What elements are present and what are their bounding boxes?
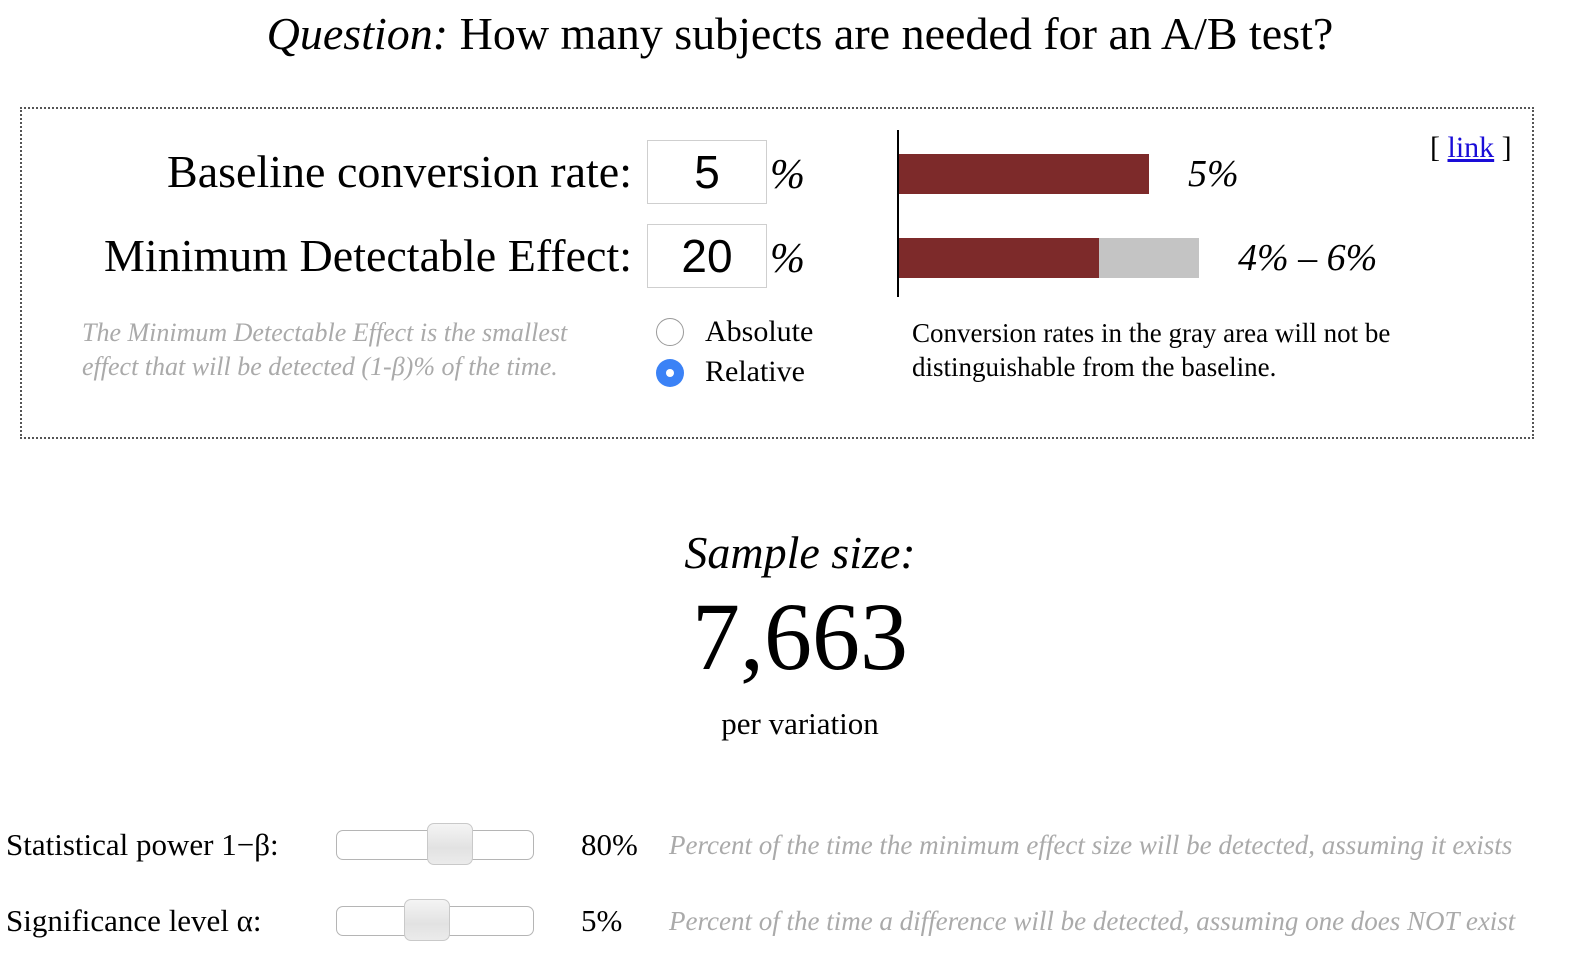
radio-relative-label[interactable]: Relative (705, 355, 805, 388)
page-title: Question: How many subjects are needed f… (0, 6, 1570, 62)
radio-relative[interactable] (656, 359, 684, 387)
gray-area-note: Conversion rates in the gray area will n… (912, 316, 1390, 384)
question-text: How many subjects are needed for an A/B … (448, 8, 1334, 59)
significance-description: Percent of the time a difference will be… (669, 906, 1516, 936)
permalink[interactable]: link (1447, 131, 1495, 164)
calculator-panel (20, 107, 1534, 439)
gray-note-line-2: distinguishable from the baseline. (912, 352, 1277, 382)
power-slider-thumb[interactable] (427, 823, 473, 865)
radio-absolute[interactable] (656, 318, 684, 346)
significance-value: 5% (581, 903, 623, 938)
power-description: Percent of the time the minimum effect s… (669, 830, 1513, 860)
mde-note-line-2: effect that will be detected (1-β)% of t… (82, 352, 558, 381)
per-variation-label: per variation (721, 706, 879, 741)
power-label: Statistical power 1−β: (6, 827, 279, 862)
mde-unit: % (770, 236, 805, 282)
baseline-bar (899, 154, 1149, 194)
baseline-label: Baseline conversion rate: (167, 146, 632, 197)
indistinguishable-range-bar (1099, 238, 1199, 278)
baseline-input[interactable] (647, 140, 767, 204)
sample-size-label: Sample size: (684, 527, 916, 578)
mde-note: The Minimum Detectable Effect is the sma… (82, 316, 567, 384)
bar-axis (897, 130, 899, 297)
significance-slider-thumb[interactable] (404, 899, 450, 941)
mde-label: Minimum Detectable Effect: (104, 230, 632, 281)
baseline-unit: % (770, 152, 805, 198)
range-low-bar (899, 238, 1099, 278)
link-wrapper: [ link ] (1430, 130, 1512, 166)
mde-input[interactable] (647, 224, 767, 288)
gray-note-line-1: Conversion rates in the gray area will n… (912, 318, 1391, 348)
mde-note-line-1: The Minimum Detectable Effect is the sma… (82, 318, 568, 347)
radio-absolute-label[interactable]: Absolute (705, 315, 814, 348)
power-value: 80% (581, 827, 638, 862)
baseline-bar-label: 5% (1188, 153, 1239, 195)
question-prefix: Question: (266, 8, 449, 59)
link-bracket-close: ] (1501, 131, 1512, 164)
link-bracket-open: [ (1430, 131, 1440, 164)
sample-size-value: 7,663 (692, 583, 908, 690)
range-bar-label: 4% – 6% (1238, 237, 1378, 279)
significance-label: Significance level α: (6, 903, 262, 938)
